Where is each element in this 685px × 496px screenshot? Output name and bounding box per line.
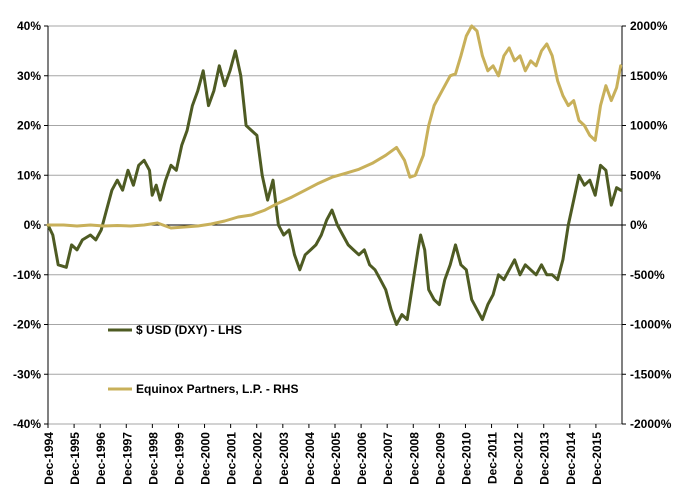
right-tick-label: 1500% bbox=[630, 69, 668, 83]
x-tick-label: Dec-1997 bbox=[120, 432, 134, 485]
legend-label-usd: $ USD (DXY) - LHS bbox=[136, 323, 242, 337]
x-tick-label: Dec-2004 bbox=[303, 432, 317, 485]
x-tick-label: Dec-1996 bbox=[94, 432, 108, 485]
right-tick-label: -1500% bbox=[630, 367, 672, 381]
left-tick-label: 0% bbox=[24, 218, 42, 232]
x-tick-label: Dec-2015 bbox=[590, 432, 604, 485]
left-tick-label: -40% bbox=[13, 417, 41, 431]
left-axis-ticks: 40% 30% 20% 10% 0% -10% -20% -30% -40% bbox=[13, 19, 48, 431]
x-tick-label: Dec-2005 bbox=[329, 432, 343, 485]
x-tick-label: Dec-2010 bbox=[459, 432, 473, 485]
legend: $ USD (DXY) - LHS Equinox Partners, L.P.… bbox=[108, 323, 298, 396]
right-axis-ticks: 2000% 1500% 1000% 500% 0% -500% -1000% -1500% -2… bbox=[622, 19, 672, 431]
x-tick-label: Dec-2008 bbox=[407, 432, 421, 485]
x-tick-label: Dec-1999 bbox=[172, 432, 186, 485]
legend-item-equinox: Equinox Partners, L.P. - RHS bbox=[108, 382, 298, 396]
x-tick-label: Dec-2012 bbox=[512, 432, 526, 485]
x-tick-label: Dec-2009 bbox=[433, 432, 447, 485]
legend-label-equinox: Equinox Partners, L.P. - RHS bbox=[136, 382, 298, 396]
right-tick-label: -2000% bbox=[630, 417, 672, 431]
left-tick-label: -30% bbox=[13, 367, 41, 381]
left-tick-label: 10% bbox=[17, 168, 41, 182]
right-tick-label: 500% bbox=[630, 168, 661, 182]
x-tick-label: Dec-2011 bbox=[486, 432, 500, 484]
left-tick-label: 20% bbox=[17, 119, 41, 133]
x-tick-label: Dec-1998 bbox=[146, 432, 160, 485]
right-tick-label: 1000% bbox=[630, 119, 668, 133]
left-tick-label: -20% bbox=[13, 318, 41, 332]
legend-item-usd: $ USD (DXY) - LHS bbox=[108, 323, 242, 337]
left-tick-label: 40% bbox=[17, 19, 41, 33]
right-tick-label: -1000% bbox=[630, 318, 672, 332]
left-tick-label: 30% bbox=[17, 69, 41, 83]
right-tick-label: 2000% bbox=[630, 19, 668, 33]
series-line-usd-dxy bbox=[46, 49, 623, 326]
right-tick-label: 0% bbox=[630, 218, 648, 232]
x-tick-label: Dec-2013 bbox=[538, 432, 552, 485]
series-layer bbox=[46, 24, 623, 326]
x-tick-label: Dec-2002 bbox=[251, 432, 265, 485]
series-line-equinox-partners bbox=[46, 24, 623, 230]
x-tick-label: Dec-1994 bbox=[42, 432, 56, 485]
x-tick-label: Dec-2014 bbox=[564, 432, 578, 485]
x-axis-ticks: Dec-1994 Dec-1995 Dec-1996 Dec-1997 Dec-1998… bbox=[42, 424, 604, 485]
x-tick-label: Dec-2000 bbox=[199, 432, 213, 485]
x-tick-label: Dec-2003 bbox=[277, 432, 291, 485]
x-tick-label: Dec-2001 bbox=[225, 432, 239, 485]
right-tick-label: -500% bbox=[630, 268, 665, 282]
left-tick-label: -10% bbox=[13, 268, 41, 282]
x-tick-label: Dec-2007 bbox=[381, 432, 395, 485]
x-tick-label: Dec-1995 bbox=[68, 432, 82, 485]
x-tick-label: Dec-2006 bbox=[355, 432, 369, 485]
